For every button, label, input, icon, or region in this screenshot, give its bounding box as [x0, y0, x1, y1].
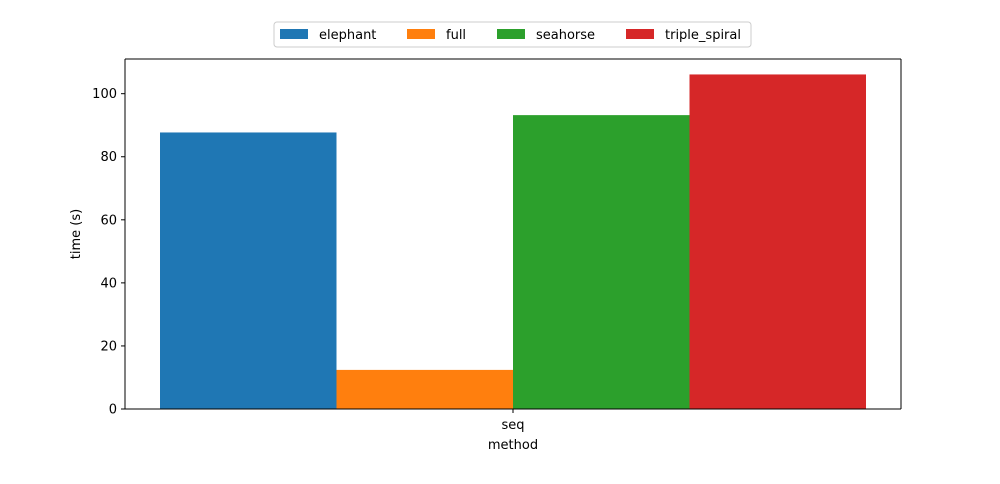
bar-elephant: [160, 132, 337, 409]
x-axis-ticks: seq: [501, 409, 525, 433]
x-axis-label: method: [488, 438, 538, 453]
y-axis-ticks: 0 20 40 60 80 100: [92, 87, 125, 418]
bars-layer: [160, 74, 866, 410]
legend-label: triple_spiral: [665, 28, 741, 43]
y-tick-label: 80: [100, 150, 117, 165]
bar-seahorse: [513, 115, 690, 409]
legend: elephant full seahorse triple_spiral: [273, 21, 752, 48]
x-tick-label: seq: [501, 418, 524, 433]
bar-full: [336, 369, 513, 409]
y-tick-label: 100: [92, 87, 117, 102]
y-tick-label: 20: [100, 339, 117, 354]
legend-swatch-triple-spiral: [626, 29, 654, 39]
y-tick-label: 0: [109, 403, 117, 418]
bar-triple-spiral: [689, 74, 866, 410]
legend-swatch-full: [407, 29, 435, 39]
y-axis-label: time (s): [69, 209, 84, 259]
y-tick-label: 60: [100, 213, 117, 228]
legend-label: full: [446, 28, 466, 43]
legend-swatch-elephant: [280, 29, 308, 39]
legend-swatch-seahorse: [497, 29, 525, 39]
legend-label: elephant: [319, 28, 376, 43]
legend-label: seahorse: [536, 28, 595, 43]
y-tick-label: 40: [100, 276, 117, 291]
